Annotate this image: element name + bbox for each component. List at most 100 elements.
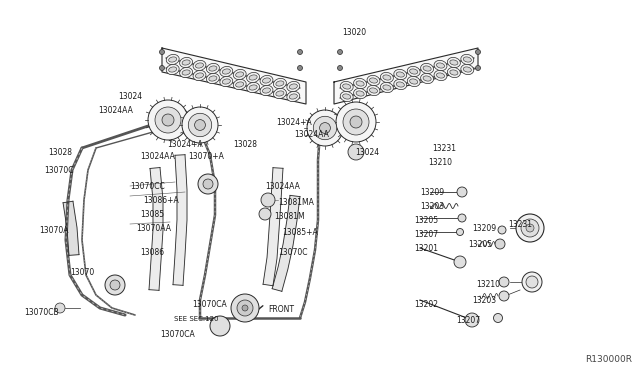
Circle shape: [210, 316, 230, 336]
Ellipse shape: [276, 81, 284, 86]
Ellipse shape: [396, 82, 404, 87]
Text: 13085: 13085: [140, 210, 164, 219]
Circle shape: [319, 123, 330, 134]
Ellipse shape: [423, 66, 431, 71]
Circle shape: [456, 228, 463, 235]
Polygon shape: [173, 155, 187, 285]
Ellipse shape: [249, 85, 257, 90]
Circle shape: [458, 214, 466, 222]
Ellipse shape: [287, 92, 300, 102]
Ellipse shape: [367, 86, 380, 96]
Text: 13070C: 13070C: [278, 248, 307, 257]
Ellipse shape: [207, 63, 220, 74]
Ellipse shape: [289, 94, 298, 99]
Circle shape: [526, 224, 534, 232]
Ellipse shape: [166, 54, 179, 65]
Text: 13201: 13201: [414, 244, 438, 253]
Text: 13210: 13210: [428, 158, 452, 167]
Ellipse shape: [447, 57, 460, 68]
Ellipse shape: [287, 81, 300, 92]
Ellipse shape: [340, 81, 353, 92]
Circle shape: [457, 187, 467, 197]
Ellipse shape: [380, 83, 394, 93]
Text: 13024AA: 13024AA: [98, 106, 133, 115]
Ellipse shape: [182, 70, 190, 75]
Circle shape: [261, 193, 275, 207]
Text: 13024AA: 13024AA: [140, 152, 175, 161]
Circle shape: [259, 208, 271, 220]
Circle shape: [465, 313, 479, 327]
Text: 13024: 13024: [118, 92, 142, 101]
Text: 13070CA: 13070CA: [160, 330, 195, 339]
Ellipse shape: [195, 73, 204, 78]
Ellipse shape: [407, 76, 420, 87]
Circle shape: [495, 239, 505, 249]
Text: 13024+A: 13024+A: [276, 118, 312, 127]
Ellipse shape: [195, 63, 204, 68]
Ellipse shape: [289, 84, 298, 89]
Text: R130000R: R130000R: [585, 355, 632, 364]
Ellipse shape: [447, 67, 460, 78]
Circle shape: [159, 65, 164, 71]
Ellipse shape: [394, 70, 407, 80]
Circle shape: [343, 109, 369, 135]
Ellipse shape: [233, 79, 246, 90]
Text: 13209: 13209: [472, 224, 496, 233]
Circle shape: [188, 113, 212, 137]
Ellipse shape: [246, 73, 260, 83]
Circle shape: [148, 100, 188, 140]
Ellipse shape: [209, 66, 217, 71]
Ellipse shape: [262, 88, 271, 93]
Ellipse shape: [396, 72, 404, 77]
Circle shape: [105, 275, 125, 295]
Text: 13070+A: 13070+A: [188, 152, 224, 161]
Circle shape: [522, 272, 542, 292]
Text: 13207: 13207: [414, 230, 438, 239]
Text: 13070CA: 13070CA: [192, 300, 227, 309]
Circle shape: [454, 256, 466, 268]
Ellipse shape: [169, 57, 177, 62]
Text: SEE SEC.120: SEE SEC.120: [174, 316, 218, 322]
Text: 13070: 13070: [70, 268, 94, 277]
Ellipse shape: [260, 86, 273, 96]
Circle shape: [307, 110, 343, 146]
Circle shape: [159, 49, 164, 55]
Circle shape: [198, 174, 218, 194]
Circle shape: [203, 179, 213, 189]
Ellipse shape: [423, 76, 431, 81]
Circle shape: [162, 114, 174, 126]
Ellipse shape: [273, 78, 286, 89]
Ellipse shape: [420, 63, 433, 74]
Text: 13070C: 13070C: [44, 166, 74, 175]
Ellipse shape: [356, 91, 364, 96]
Circle shape: [526, 276, 538, 288]
Ellipse shape: [434, 60, 447, 71]
Ellipse shape: [354, 89, 367, 99]
Text: 13070A: 13070A: [39, 226, 68, 235]
Circle shape: [182, 107, 218, 143]
Ellipse shape: [407, 67, 420, 77]
Ellipse shape: [461, 54, 474, 65]
Ellipse shape: [262, 78, 271, 83]
Text: 13024AA: 13024AA: [294, 130, 329, 139]
Circle shape: [237, 300, 253, 316]
Ellipse shape: [380, 73, 394, 83]
Ellipse shape: [182, 60, 190, 65]
Circle shape: [337, 65, 342, 71]
Text: 13028: 13028: [233, 140, 257, 149]
Text: 13070CC: 13070CC: [130, 182, 164, 191]
Ellipse shape: [369, 78, 378, 83]
Text: 13203: 13203: [472, 296, 496, 305]
Circle shape: [499, 277, 509, 287]
Ellipse shape: [436, 73, 445, 78]
Circle shape: [195, 120, 205, 131]
Ellipse shape: [193, 70, 206, 81]
Ellipse shape: [273, 89, 286, 99]
Text: 13028: 13028: [48, 148, 72, 157]
Circle shape: [298, 49, 303, 55]
Circle shape: [498, 226, 506, 234]
Ellipse shape: [220, 76, 233, 87]
Ellipse shape: [463, 67, 471, 72]
Ellipse shape: [236, 82, 244, 87]
Ellipse shape: [450, 70, 458, 75]
